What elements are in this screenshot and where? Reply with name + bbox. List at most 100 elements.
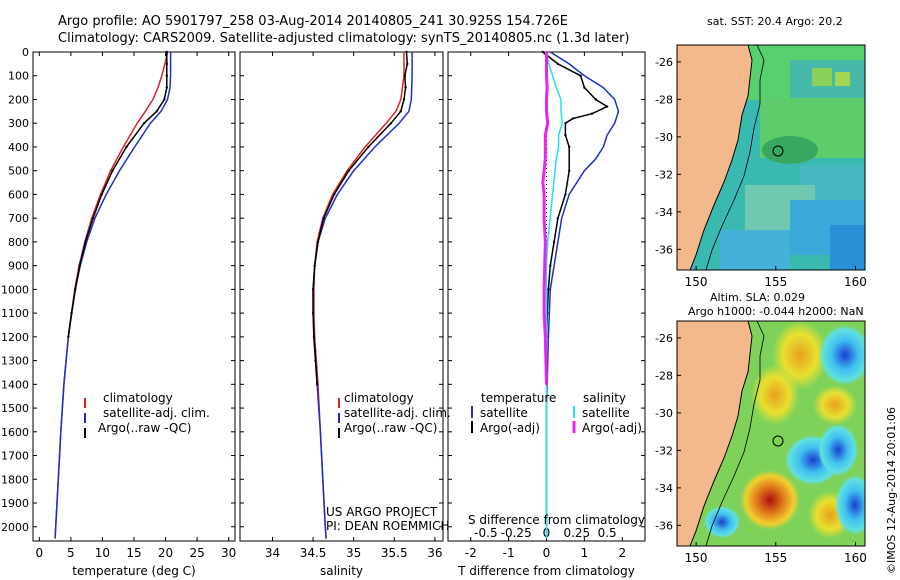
data-point: [163, 98, 166, 101]
data-point: [313, 264, 316, 267]
data-point: [544, 359, 548, 362]
map-y-tick-label: -26: [655, 56, 673, 69]
data-point: [605, 105, 609, 108]
x-tick-label: 25: [189, 546, 204, 560]
depth-tick-label: 1000: [1, 283, 29, 296]
data-point: [311, 311, 315, 315]
data-point: [579, 74, 582, 77]
data-point: [545, 50, 548, 54]
x-tick-label: 30: [221, 546, 236, 560]
depth-tick-label: 1200: [1, 331, 29, 344]
data-point: [84, 240, 87, 244]
project-label: US ARGO PROJECT: [326, 505, 438, 519]
depth-tick-label: 1600: [1, 426, 29, 439]
legend-satellite-label: satellite-adj. clim.: [103, 406, 210, 420]
x-tick-label: 0: [543, 546, 551, 560]
imos-stamp: ©IMOS 12-Aug-2014 20:01:06: [885, 407, 898, 574]
legend-satellite-label: satellite-adj. clim.: [344, 406, 451, 420]
data-point: [594, 98, 597, 101]
x-tick-label: -2: [465, 546, 477, 560]
depth-tick-label: 100: [8, 70, 29, 83]
map-y-tick-label: -34: [655, 482, 673, 495]
depth-tick-label: 1700: [1, 450, 29, 463]
temperature-legend: climatology satellite-adj. clim. Argo(..…: [84, 391, 210, 438]
map-x-tick-label: 155: [764, 551, 787, 565]
figure-header: Argo profile: AO 5901797_258 03-Aug-2014…: [0, 0, 900, 48]
data-point: [542, 193, 546, 196]
map-y-tick-label: -34: [655, 206, 673, 219]
series-t-satellite: [545, 51, 620, 539]
depth-tick-label: 800: [8, 236, 29, 249]
data-point: [545, 62, 548, 66]
profile-title: Argo profile: AO 5901797_258 03-Aug-2014…: [58, 14, 568, 29]
map-y-tick-label: -28: [655, 369, 673, 382]
legend-argo-label: Argo(..raw -QC): [98, 421, 191, 435]
data-point: [545, 110, 548, 113]
data-point: [165, 74, 169, 77]
depth-tick-label: 200: [8, 93, 29, 106]
depth-tick-label: 700: [8, 212, 29, 225]
series-argo-raw-qc-: [312, 51, 409, 385]
data-point: [541, 181, 545, 184]
legend-t-argo-label: Argo(-adj): [480, 421, 540, 435]
legend-salinity-title: salinity: [583, 391, 626, 405]
sst-map: sat. SST: 20.4 Argo: 20.2 150 155 160 -26 -2…: [655, 15, 867, 289]
data-point: [568, 145, 571, 149]
data-point: [552, 240, 556, 244]
legend-t-satellite-label: satellite: [480, 406, 528, 420]
legend-argo-label: Argo(..raw -QC): [344, 421, 437, 435]
map-y-tick-label: -36: [655, 519, 673, 532]
depth-tick-label: 500: [8, 165, 29, 178]
data-point: [125, 145, 128, 149]
data-point: [556, 62, 560, 66]
data-point: [165, 50, 169, 54]
s-tick-label: -0.25: [501, 526, 532, 540]
depth-tick-label: 1900: [1, 497, 29, 510]
data-point: [332, 193, 336, 196]
sla-map-title: Altim. SLA: 0.029: [710, 291, 805, 304]
depth-tick-label: 900: [8, 260, 29, 273]
data-point: [314, 359, 317, 362]
data-point: [403, 74, 407, 77]
difference-legend: temperature salinity satellite Argo(-adj…: [471, 391, 642, 435]
data-point: [583, 86, 586, 89]
data-point: [556, 216, 560, 220]
data-point: [367, 145, 370, 149]
data-point: [406, 62, 409, 66]
data-point: [405, 50, 408, 54]
salinity-legend: climatology satellite-adj. clim. Argo(..…: [338, 391, 451, 438]
sla-map: Altim. SLA: 0.029 Argo h1000: -0.044 h20…: [655, 291, 867, 565]
temperature-plot-area: [32, 51, 236, 542]
s-difference-label: S difference from climatology: [468, 513, 645, 527]
depth-tick-label: 1100: [1, 307, 29, 320]
differences-xlabel: T difference from climatology: [457, 564, 635, 578]
sst-map-title: sat. SST: 20.4 Argo: 20.2: [707, 15, 843, 28]
x-tick-label: 5: [67, 546, 75, 560]
data-point: [74, 288, 77, 291]
series-satellite-adj-clim-: [54, 52, 172, 539]
x-tick-label: 1: [581, 546, 589, 560]
map-x-tick-label: 155: [764, 275, 787, 289]
data-point: [316, 240, 320, 244]
data-point: [549, 264, 552, 267]
depth-tick-label: 0: [22, 46, 29, 59]
data-point: [70, 311, 73, 315]
x-tick-label: 35: [346, 546, 361, 560]
data-point: [399, 110, 402, 113]
map-x-tick-label: 150: [685, 275, 708, 289]
data-point: [155, 110, 158, 113]
sla-map-subtitle: Argo h1000: -0.044 h2000: NaN: [688, 305, 864, 318]
x-tick-label: 36: [427, 546, 442, 560]
data-point: [545, 74, 548, 77]
data-point: [544, 335, 547, 339]
map-y-tick-label: -26: [655, 332, 673, 345]
depth-tick-label: 1800: [1, 473, 29, 486]
data-point: [347, 169, 351, 172]
map-y-tick-label: -36: [655, 243, 673, 256]
pi-label: PI: DEAN ROEMMICH: [326, 519, 449, 533]
data-point: [547, 288, 550, 291]
map-y-tick-label: -30: [655, 407, 673, 420]
data-point: [546, 122, 549, 125]
legend-s-satellite-label: satellite: [582, 406, 630, 420]
